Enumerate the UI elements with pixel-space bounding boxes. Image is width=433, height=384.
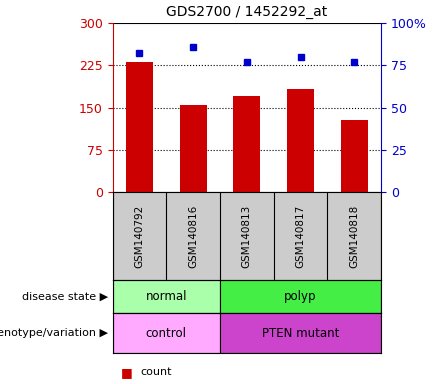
Text: GSM140816: GSM140816	[188, 205, 198, 268]
Text: GSM140818: GSM140818	[349, 205, 359, 268]
Text: GSM140792: GSM140792	[134, 205, 145, 268]
Bar	[113, 280, 220, 313]
Text: GSM140813: GSM140813	[242, 205, 252, 268]
Text: control: control	[146, 327, 187, 339]
Bar	[126, 63, 153, 192]
Bar	[233, 96, 260, 192]
Bar	[180, 105, 207, 192]
Text: count: count	[141, 367, 172, 377]
Bar	[220, 280, 381, 313]
Text: polyp: polyp	[284, 290, 317, 303]
Text: genotype/variation ▶: genotype/variation ▶	[0, 328, 108, 338]
Text: GSM140817: GSM140817	[295, 205, 306, 268]
Text: ■: ■	[121, 366, 133, 379]
Bar	[220, 313, 381, 353]
Bar	[113, 313, 220, 353]
Text: disease state ▶: disease state ▶	[22, 291, 108, 302]
Text: PTEN mutant: PTEN mutant	[262, 327, 339, 339]
Bar	[287, 89, 314, 192]
Title: GDS2700 / 1452292_at: GDS2700 / 1452292_at	[166, 5, 327, 19]
Bar	[341, 120, 368, 192]
Text: normal: normal	[145, 290, 187, 303]
